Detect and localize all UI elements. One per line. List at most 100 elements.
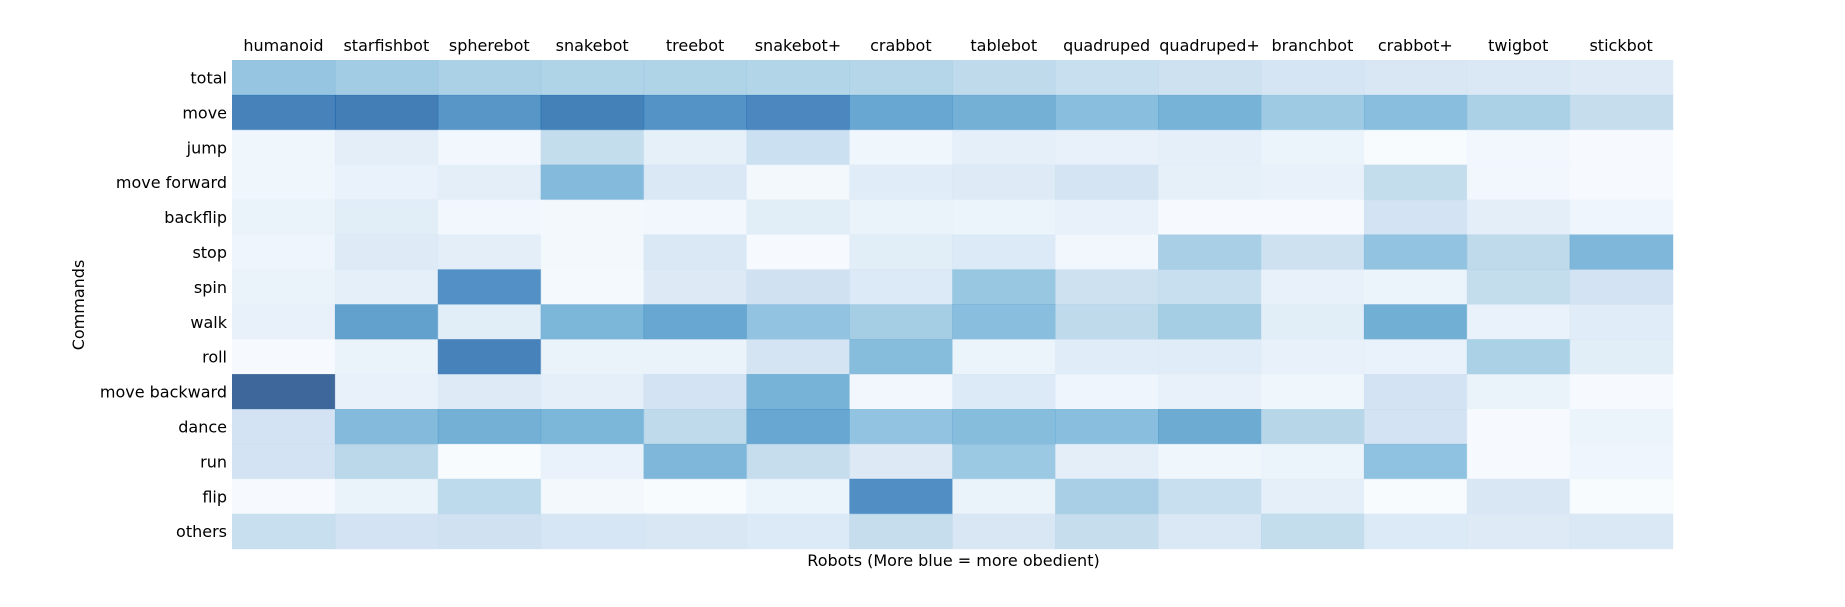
heatmap-cell xyxy=(1261,374,1365,410)
heatmap-cell xyxy=(540,478,645,515)
heatmap-cell xyxy=(1466,129,1571,166)
heatmap-cell xyxy=(643,199,748,236)
heatmap-cell xyxy=(437,339,542,375)
heatmap-cell xyxy=(643,339,748,375)
heatmap-cell xyxy=(1569,164,1674,201)
heatmap-cell xyxy=(1363,513,1468,550)
heatmap-cell xyxy=(1363,339,1468,375)
heatmap-cell xyxy=(437,199,542,236)
heatmap-cell xyxy=(1363,409,1468,445)
heatmap-cell xyxy=(437,374,542,410)
heatmap-cell xyxy=(1261,129,1365,166)
heatmap-cell xyxy=(1569,269,1674,305)
heatmap-cell xyxy=(643,164,748,201)
heatmap-cell xyxy=(437,513,542,550)
heatmap-cell xyxy=(746,129,850,166)
heatmap-cell xyxy=(746,513,850,550)
column-tick-label: snakebot+ xyxy=(755,36,841,55)
heatmap-cell xyxy=(1569,339,1674,375)
heatmap-cell xyxy=(1055,443,1159,480)
heatmap-cell xyxy=(334,513,439,550)
row-tick-label: total xyxy=(190,68,227,87)
heatmap-cell xyxy=(952,269,1056,305)
heatmap-cell xyxy=(746,478,850,515)
heatmap-cell xyxy=(232,409,336,445)
heatmap-cell xyxy=(1466,374,1571,410)
column-tick-label: branchbot xyxy=(1272,36,1354,55)
heatmap-cell xyxy=(849,199,953,236)
heatmap-cell xyxy=(952,164,1056,201)
heatmap-cell xyxy=(1158,513,1262,550)
heatmap-cell xyxy=(437,129,542,166)
row-tick-labels: total move jump move forward backflip stop spi… xyxy=(100,68,228,541)
row-tick-label: flip xyxy=(202,487,227,506)
heatmap-cell xyxy=(1261,304,1365,340)
heatmap-cell xyxy=(643,374,748,410)
heatmap-cell xyxy=(1363,129,1468,166)
heatmap-cell xyxy=(334,234,439,270)
heatmap-cell xyxy=(1569,60,1674,96)
column-tick-label: quadruped xyxy=(1063,36,1150,55)
column-tick-label: stickbot xyxy=(1589,36,1652,55)
heatmap-cell xyxy=(540,513,645,550)
heatmap-cell xyxy=(849,60,953,96)
heatmap-cell xyxy=(1466,339,1571,375)
heatmap-cell xyxy=(334,94,439,131)
heatmap-cell xyxy=(952,199,1056,236)
heatmap-cell xyxy=(1055,339,1159,375)
heatmap-cell xyxy=(1261,478,1365,515)
heatmap-cell xyxy=(849,374,953,410)
heatmap-cell xyxy=(849,129,953,166)
column-tick-label: quadruped+ xyxy=(1159,36,1260,55)
heatmap-cell xyxy=(334,164,439,201)
heatmap-cell xyxy=(952,409,1056,445)
heatmap-cell xyxy=(232,164,336,201)
heatmap-cell xyxy=(1466,409,1571,445)
heatmap-cell xyxy=(232,443,336,480)
heatmap-cell xyxy=(952,60,1056,96)
heatmap-cell xyxy=(1055,199,1159,236)
heatmap-cell xyxy=(540,199,645,236)
row-tick-label: others xyxy=(176,522,227,541)
row-tick-label: walk xyxy=(190,313,227,332)
heatmap-cell xyxy=(437,60,542,96)
heatmap-cell xyxy=(540,304,645,340)
heatmap-cell xyxy=(1466,513,1571,550)
heatmap-cell xyxy=(1466,234,1571,270)
heatmap-cell xyxy=(540,164,645,201)
heatmap-cell xyxy=(643,60,748,96)
heatmap-cell xyxy=(746,234,850,270)
heatmap-cell xyxy=(1569,513,1674,550)
row-tick-label: roll xyxy=(202,348,227,367)
column-tick-labels: humanoid starfishbot spherebot snakebot tree… xyxy=(243,36,1652,55)
heatmap-cell xyxy=(952,234,1056,270)
heatmap-cell xyxy=(540,339,645,375)
column-tick-label: starfishbot xyxy=(343,36,429,55)
x-axis-label: Robots (More blue = more obedient) xyxy=(807,551,1099,570)
heatmap-cell xyxy=(437,269,542,305)
heatmap-cell xyxy=(849,513,953,550)
heatmap-cell xyxy=(1363,443,1468,480)
row-tick-label: backflip xyxy=(164,208,227,227)
heatmap-cell xyxy=(1466,304,1571,340)
heatmap-cell xyxy=(1466,94,1571,131)
heatmap-cell xyxy=(232,60,336,96)
heatmap-cell xyxy=(1363,374,1468,410)
heatmap-cell xyxy=(1261,409,1365,445)
y-axis-label: Commands xyxy=(69,260,88,351)
heatmap-cell xyxy=(746,339,850,375)
heatmap-cell xyxy=(1261,443,1365,480)
heatmap-cell xyxy=(1158,374,1262,410)
heatmap-cell xyxy=(849,164,953,201)
heatmap-cell xyxy=(849,304,953,340)
heatmap-cell xyxy=(232,94,336,131)
heatmap-cell xyxy=(437,234,542,270)
heatmap-cell xyxy=(1158,60,1262,96)
heatmap-cell xyxy=(334,60,439,96)
column-tick-label: spherebot xyxy=(449,36,530,55)
heatmap-cell xyxy=(1363,94,1468,131)
heatmap-cell xyxy=(232,339,336,375)
heatmap-cell xyxy=(746,443,850,480)
heatmap-cell xyxy=(1055,164,1159,201)
row-tick-label: jump xyxy=(186,138,227,157)
